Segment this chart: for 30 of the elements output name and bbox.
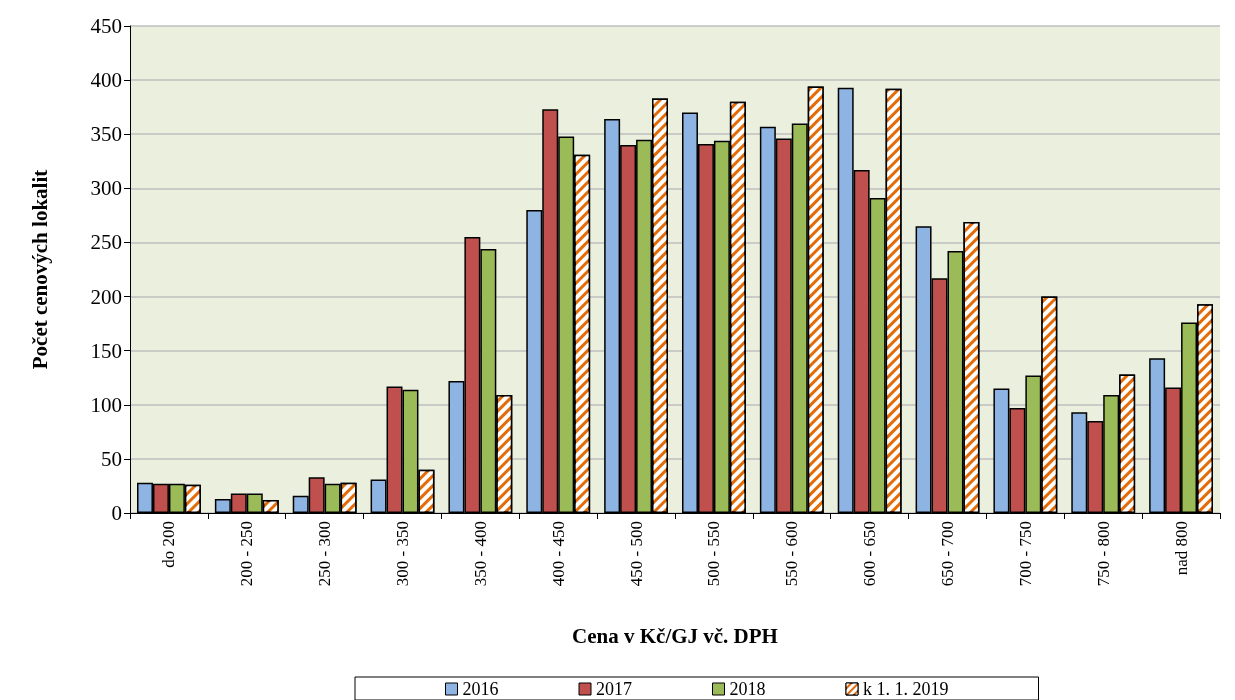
x-tick-label: 400 - 450 <box>548 521 568 587</box>
y-axis-title: Počet cenových lokalit <box>27 169 52 370</box>
y-tick-label: 450 <box>90 14 122 38</box>
x-tick-label: nad 800 <box>1171 521 1191 576</box>
y-tick-label: 150 <box>90 338 122 363</box>
legend-label: 2017 <box>596 679 632 699</box>
x-tick-label: 250 - 300 <box>315 521 335 587</box>
legend-label: k 1. 1. 2019 <box>863 679 949 699</box>
x-tick-label: 600 - 650 <box>860 521 880 587</box>
y-tick-label: 0 <box>111 501 122 525</box>
legend-label: 2018 <box>729 679 766 699</box>
x-tick-label: do 200 <box>159 521 179 568</box>
legend-label: 2016 <box>462 679 499 699</box>
x-axis-title: Cena v Kč/GJ vč. DPH <box>572 623 778 648</box>
y-tick-label: 350 <box>90 122 122 147</box>
y-tick-label: 50 <box>101 446 122 471</box>
x-tick-label: 650 - 700 <box>938 521 957 587</box>
x-tick-label: 550 - 600 <box>782 521 802 587</box>
x-tick-label: 300 - 350 <box>393 521 412 587</box>
y-tick-label: 400 <box>90 68 122 93</box>
x-tick-label: 200 - 250 <box>237 521 257 587</box>
y-tick-label: 300 <box>90 176 122 201</box>
x-tick-label: 450 - 500 <box>626 521 646 587</box>
y-tick-label: 200 <box>90 284 122 309</box>
x-tick-label: 500 - 550 <box>704 521 724 587</box>
y-tick-label: 100 <box>90 392 122 417</box>
x-tick-label: 700 - 750 <box>1015 521 1035 587</box>
x-tick-label: 750 - 800 <box>1093 521 1113 587</box>
x-tick-label: 350 - 400 <box>470 521 490 587</box>
y-tick-label: 250 <box>90 230 122 255</box>
